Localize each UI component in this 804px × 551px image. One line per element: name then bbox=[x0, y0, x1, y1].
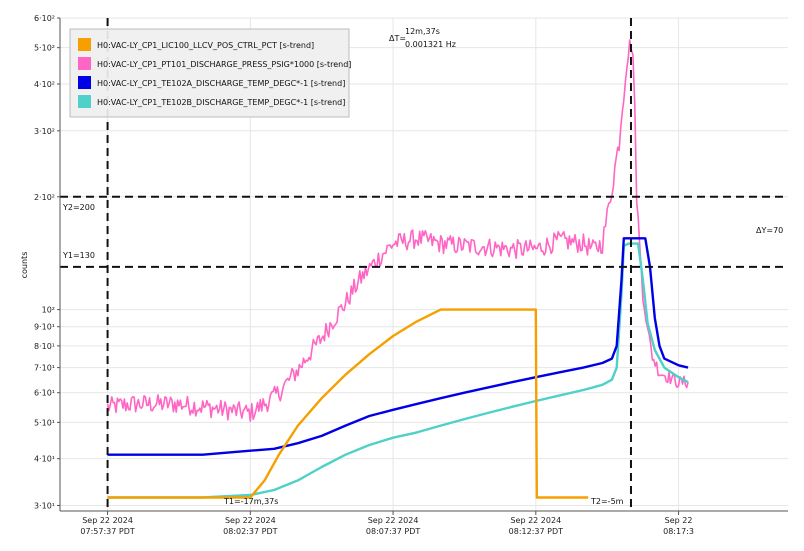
x-axis-ticks: Sep 22 2024 07:57:37 PDT Sep 22 2024 08:02:… bbox=[80, 511, 694, 536]
x-tick-date-0: Sep 22 2024 bbox=[82, 516, 133, 525]
y-tick-label-9: 3·10² bbox=[34, 127, 55, 136]
y-tick-label-5: 8·10¹ bbox=[34, 342, 55, 351]
cursor-dt-value: 12m,37s bbox=[405, 27, 440, 36]
x-tick-time-0: 07:57:37 PDT bbox=[80, 527, 134, 536]
y-tick-label-6: 9·10¹ bbox=[34, 323, 55, 332]
cursor-dy-label: ΔY=70 bbox=[756, 226, 783, 235]
legend-entry-pt101[interactable]: H0:VAC-LY_CP1_PT101_DISCHARGE_PRESS_PSIG… bbox=[97, 60, 351, 69]
legend-swatch-lic100 bbox=[78, 38, 91, 51]
legend-entry-te102a[interactable]: H0:VAC-LY_CP1_TE102A_DISCHARGE_TEMP_DEGC… bbox=[97, 79, 345, 88]
legend-entry-lic100[interactable]: H0:VAC-LY_CP1_LIC100_LLCV_POS_CTRL_PCT [… bbox=[97, 41, 314, 50]
y-tick-label-3: 6·10¹ bbox=[34, 389, 55, 398]
series-line-pt101 bbox=[106, 39, 689, 422]
cursor-dt-freq: 0.001321 Hz bbox=[405, 40, 456, 49]
legend-entry-te102b[interactable]: H0:VAC-LY_CP1_TE102B_DISCHARGE_TEMP_DEGC… bbox=[97, 98, 345, 107]
x-tick-date-3: Sep 22 2024 bbox=[510, 516, 561, 525]
legend-box bbox=[69, 28, 350, 118]
x-tick-time-2: 08:07:37 PDT bbox=[366, 527, 420, 536]
cursor-y2-label: Y2=200 bbox=[62, 203, 95, 212]
x-tick-date-1: Sep 22 2024 bbox=[225, 516, 276, 525]
legend-swatch-te102a bbox=[78, 76, 91, 89]
x-tick-time-3: 08:12:37 PDT bbox=[509, 527, 563, 536]
series-line-lic100 bbox=[107, 308, 589, 499]
y-tick-label-11: 5·10² bbox=[34, 44, 55, 53]
x-tick-date-2: Sep 22 2024 bbox=[368, 516, 419, 525]
y-tick-label-12: 6·10² bbox=[34, 14, 55, 23]
legend: H0:VAC-LY_CP1_LIC100_LLCV_POS_CTRL_PCT [… bbox=[69, 28, 351, 118]
y-axis-ticks: 3·10¹ 4·10¹ 5·10¹ 6·10¹ 7·10¹ 8·10¹ 9·10¹ 10² 2·… bbox=[34, 14, 60, 510]
x-tick-date-4: Sep 22 bbox=[665, 516, 693, 525]
legend-swatch-te102b bbox=[78, 95, 91, 108]
cursor-t1-label: T1=-17m,37s bbox=[223, 497, 278, 506]
cursor-y1-label: Y1=130 bbox=[62, 251, 95, 260]
x-tick-time-1: 08:02:37 PDT bbox=[223, 527, 277, 536]
cursor-dt-prefix: ΔT= bbox=[389, 34, 406, 43]
x-tick-time-4: 08:17:3 bbox=[663, 527, 694, 536]
legend-swatch-pt101 bbox=[78, 57, 91, 70]
y-axis-label: counts bbox=[20, 252, 29, 279]
y-tick-label-1: 4·10¹ bbox=[34, 455, 55, 464]
y-tick-label-7: 10² bbox=[42, 306, 55, 315]
y-tick-label-4: 7·10¹ bbox=[34, 364, 55, 373]
y-tick-label-10: 4·10² bbox=[34, 80, 55, 89]
y-tick-label-8: 2·10² bbox=[34, 193, 55, 202]
y-tick-label-2: 5·10¹ bbox=[34, 418, 55, 427]
cursor-t2-label: T2=-5m bbox=[590, 497, 624, 506]
y-tick-label-0: 3·10¹ bbox=[34, 501, 55, 510]
